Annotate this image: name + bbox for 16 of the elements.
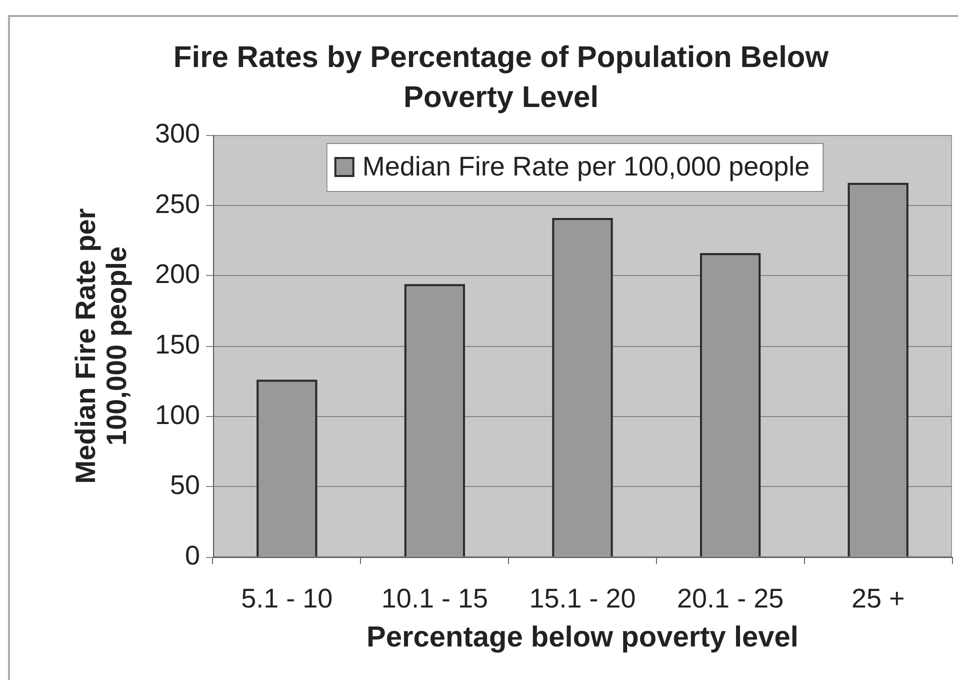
y-axis-title: Median Fire Rate per 100,000 people — [70, 208, 132, 484]
y-tick-label: 50 — [170, 470, 200, 500]
x-axis-title: Percentage below poverty level — [366, 622, 798, 654]
y-tick-label: 250 — [154, 188, 200, 219]
x-tick-label: 15.1 - 20 — [529, 584, 636, 614]
x-tick-label: 5.1 - 10 — [241, 584, 333, 614]
x-tick-label: 25 + — [851, 584, 905, 614]
x-tick-label: 10.1 - 15 — [381, 584, 488, 614]
y-tick-label: 200 — [154, 259, 200, 290]
x-tick-label: 20.1 - 25 — [677, 584, 784, 614]
y-tick-label: 300 — [154, 118, 200, 148]
y-tick-label: 100 — [154, 400, 200, 430]
y-tick-label: 0 — [184, 540, 200, 570]
legend-label: Median Fire Rate per 100,000 people — [362, 151, 810, 182]
chart-title: Fire Rates by Percentage of Population Below Poverty Level — [172, 40, 830, 116]
y-tick-label: 150 — [154, 329, 200, 360]
